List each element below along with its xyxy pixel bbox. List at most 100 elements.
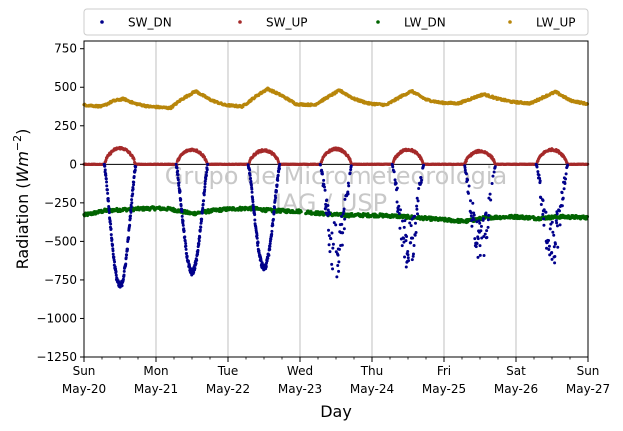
sw-dn-point	[470, 224, 474, 228]
sw-dn-point	[553, 261, 557, 265]
sw-dn-point	[406, 256, 410, 260]
sw-dn-point	[491, 174, 495, 178]
sw-dn-point	[201, 202, 205, 206]
x-tick-label-day: Sun	[577, 364, 600, 378]
sw-dn-point	[541, 212, 545, 216]
sw-dn-point	[551, 230, 555, 234]
sw-dn-point	[124, 256, 128, 260]
sw-dn-point	[493, 165, 497, 169]
sw-dn-point	[202, 199, 206, 203]
sw-dn-point	[271, 223, 275, 227]
sw-dn-point	[129, 205, 133, 209]
sw-dn-point	[104, 177, 108, 181]
sw-dn-point	[563, 181, 567, 185]
sw-dn-point	[489, 198, 493, 202]
sw-dn-point	[125, 247, 129, 251]
x-tick-label-date: May-20	[62, 382, 106, 396]
y-tick-label: 0	[69, 157, 77, 171]
sw-dn-point	[541, 198, 545, 202]
sw-dn-point	[107, 204, 111, 208]
sw-dn-point	[476, 237, 480, 241]
sw-dn-point	[414, 230, 418, 234]
sw-dn-point	[327, 234, 331, 238]
sw-dn-point	[176, 178, 180, 182]
lw-dn-point	[585, 215, 590, 219]
sw-dn-point	[277, 167, 281, 171]
x-tick-label-date: May-27	[566, 382, 610, 396]
sw-dn-point	[134, 165, 138, 169]
legend-marker	[376, 20, 380, 24]
sw-dn-point	[392, 170, 396, 174]
sw-dn-point	[399, 208, 403, 212]
sw-dn-point	[416, 199, 420, 203]
sw-dn-point	[347, 184, 351, 188]
sw-dn-point	[481, 217, 485, 221]
sw-dn-point	[180, 214, 184, 218]
sw-dn-point	[129, 214, 133, 218]
sw-dn-point	[322, 182, 326, 186]
x-tick-label-date: May-26	[494, 382, 538, 396]
legend-label: SW_UP	[266, 16, 308, 30]
sw-dn-point	[179, 204, 183, 208]
sw-dn-point	[131, 192, 135, 196]
sw-dn-point	[402, 225, 406, 229]
sw-dn-point	[183, 239, 187, 243]
sw-dn-point	[186, 259, 190, 263]
sw-dn-point	[335, 275, 339, 279]
sw-dn-point	[478, 253, 482, 257]
sw-dn-point	[349, 164, 353, 168]
sw-dn-point	[198, 235, 202, 239]
y-axis-label: Radiation (Wm−2)	[11, 129, 32, 270]
sw-dn-point	[468, 199, 472, 203]
sw-dn-point	[255, 233, 259, 237]
sw-dn-point	[129, 210, 133, 214]
sw-dn-point	[176, 173, 180, 177]
sw-dn-point	[128, 216, 132, 220]
sw-dn-point	[104, 173, 108, 177]
sw-dn-point	[560, 204, 564, 208]
sw-dn-point	[121, 277, 125, 281]
sw-dn-point	[110, 237, 114, 241]
sw-dn-point	[466, 191, 470, 195]
sw-dn-point	[200, 217, 204, 221]
sw-dn-point	[327, 228, 331, 232]
sw-dn-point	[322, 185, 326, 189]
sw-dn-point	[400, 244, 404, 248]
sw-dn-point	[557, 209, 561, 213]
sw-dn-point	[539, 203, 543, 207]
sw-dn-point	[182, 229, 186, 233]
sw-dn-point	[472, 213, 476, 217]
sw-dn-point	[249, 176, 253, 180]
sw-dn-point	[203, 185, 207, 189]
sw-dn-point	[341, 212, 345, 216]
sw-dn-point	[326, 203, 330, 207]
sw-dn-point	[120, 284, 124, 288]
sw-dn-point	[106, 196, 110, 200]
sw-dn-point	[403, 219, 407, 223]
sw-dn-point	[553, 254, 557, 258]
sw-dn-point	[417, 186, 421, 190]
sw-dn-point	[200, 211, 204, 215]
sw-dn-point	[556, 245, 560, 249]
sw-dn-point	[109, 233, 113, 237]
sw-dn-point	[181, 223, 185, 227]
sw-dn-point	[473, 237, 477, 241]
x-tick-label-date: May-25	[422, 382, 466, 396]
sw-dn-point	[274, 189, 278, 193]
sw-dn-point	[122, 273, 126, 277]
sw-dn-point	[257, 249, 261, 253]
sw-dn-point	[204, 174, 208, 178]
sw-dn-point	[193, 266, 197, 270]
sw-dn-point	[403, 255, 407, 259]
sw-dn-point	[175, 166, 179, 170]
sw-dn-point	[250, 190, 254, 194]
sw-dn-point	[256, 243, 260, 247]
sw-dn-point	[536, 170, 540, 174]
sw-dn-point	[487, 213, 491, 217]
sw-dn-point	[114, 267, 118, 271]
sw-dn-point	[106, 199, 110, 203]
x-tick-label-day: Sat	[506, 364, 526, 378]
sw-dn-point	[132, 183, 136, 187]
sw-dn-point	[411, 236, 415, 240]
